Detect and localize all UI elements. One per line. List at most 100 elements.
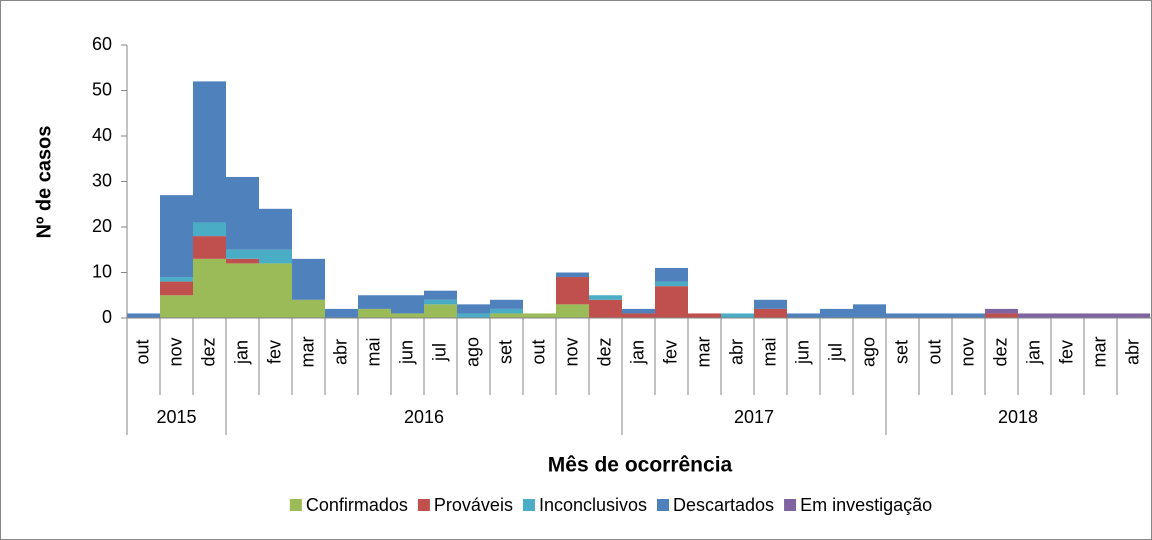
year-label: 2018 xyxy=(998,407,1038,427)
x-tick-label: jan xyxy=(627,340,647,365)
x-tick-label: mar xyxy=(1089,336,1109,367)
legend: Confirmados Prováveis Inconclusivos Descart… xyxy=(289,495,932,515)
bar-segment xyxy=(160,281,193,296)
bar-segment xyxy=(193,258,226,318)
bar-segment xyxy=(292,258,325,300)
legend-swatch xyxy=(522,499,535,511)
bar-segment xyxy=(358,308,391,318)
bar-segment xyxy=(1018,313,1051,318)
y-tick-label: 50 xyxy=(92,79,112,99)
legend-swatch xyxy=(784,499,797,511)
bar-segment xyxy=(688,313,721,318)
y-tick-label: 60 xyxy=(92,34,112,54)
x-tick-label: set xyxy=(891,340,911,364)
bar-segment xyxy=(292,299,325,318)
bar-segment xyxy=(787,313,820,318)
legend-label: Em investigação xyxy=(800,495,932,515)
bar-segment xyxy=(622,313,655,318)
x-axis-title: Mês de ocorrência xyxy=(548,454,733,477)
x-tick-label: mai xyxy=(363,337,383,366)
x-tick-label: dez xyxy=(990,337,1010,366)
bar-segment xyxy=(226,263,259,318)
bar-segment xyxy=(259,263,292,318)
x-tick-label: nov xyxy=(165,337,185,366)
legend-label: Descartados xyxy=(673,495,774,515)
bar-segment xyxy=(325,308,358,318)
bar-segment xyxy=(160,277,193,282)
bar-segment xyxy=(457,304,490,314)
bar-segment xyxy=(985,308,1018,314)
x-tick-label: fev xyxy=(1056,340,1076,364)
x-tick-label: abr xyxy=(1122,339,1142,365)
legend-swatch xyxy=(657,499,669,511)
bar-segment xyxy=(193,222,226,237)
x-tick-label: out xyxy=(132,339,152,364)
bar-segment xyxy=(1084,313,1117,318)
bar-segment xyxy=(655,286,688,318)
bar-segment xyxy=(193,236,226,259)
bar-segment xyxy=(1051,313,1084,318)
y-tick-label: 40 xyxy=(92,125,112,145)
bar-segment xyxy=(259,208,292,250)
bar-segment xyxy=(556,277,589,305)
legend-label: Confirmados xyxy=(306,495,408,515)
bar-segment xyxy=(754,308,787,318)
x-tick-label: jan xyxy=(1023,340,1043,365)
y-tick-label: 0 xyxy=(102,307,112,327)
bar-segment xyxy=(391,313,424,318)
x-tick-label: fev xyxy=(264,340,284,364)
bar-segment xyxy=(556,272,589,278)
x-tick-label: abr xyxy=(726,339,746,365)
bar-segment xyxy=(127,313,160,318)
x-tick-label: dez xyxy=(594,337,614,366)
x-tick-label: mai xyxy=(759,337,779,366)
year-label: 2015 xyxy=(156,407,196,427)
legend-swatch xyxy=(289,499,302,511)
x-tick-label: out xyxy=(528,339,548,364)
bar-segment xyxy=(853,304,886,318)
x-tick-label: jul xyxy=(429,343,449,362)
bar-segment xyxy=(259,249,292,264)
x-tick-label: fev xyxy=(660,340,680,364)
bar-segment xyxy=(226,249,259,259)
year-label: 2016 xyxy=(404,407,444,427)
bar-segment xyxy=(1117,313,1150,318)
x-tick-label: ago xyxy=(462,337,482,367)
bar-segment xyxy=(226,258,259,264)
bar-segment xyxy=(160,195,193,278)
bar-segment xyxy=(490,308,523,314)
bar-segment xyxy=(160,295,193,318)
bar-segment xyxy=(820,308,853,318)
bar-segment xyxy=(424,290,457,300)
x-tick-label: set xyxy=(495,340,515,364)
bar-segment xyxy=(919,313,952,318)
bar-segment xyxy=(424,299,457,305)
y-tick-label: 30 xyxy=(92,170,112,190)
bar-segment xyxy=(226,176,259,250)
bar-segment xyxy=(391,295,424,314)
bar-segment xyxy=(952,313,985,318)
bar-segment xyxy=(589,295,622,300)
y-tick-label: 10 xyxy=(92,261,112,281)
bar-segment xyxy=(193,81,226,223)
bar-segment xyxy=(490,313,523,318)
bar-segment xyxy=(490,299,523,309)
x-tick-label: jan xyxy=(231,340,251,365)
bar-segment xyxy=(655,267,688,282)
year-label: 2017 xyxy=(734,407,774,427)
x-tick-label: dez xyxy=(198,337,218,366)
bar-segment xyxy=(457,313,490,318)
x-tick-label: nov xyxy=(561,337,581,366)
bar-segment xyxy=(655,281,688,287)
legend-label: Inconclusivos xyxy=(539,495,647,515)
legend-swatch xyxy=(417,499,430,511)
bar-segment xyxy=(886,313,919,318)
bar-segment xyxy=(754,299,787,309)
bar-segment xyxy=(985,313,1018,318)
bar-segment xyxy=(556,304,589,318)
x-tick-label: jun xyxy=(396,340,416,365)
x-tick-label: ago xyxy=(858,337,878,367)
bar-segment xyxy=(358,295,391,309)
x-tick-label: jun xyxy=(792,340,812,365)
